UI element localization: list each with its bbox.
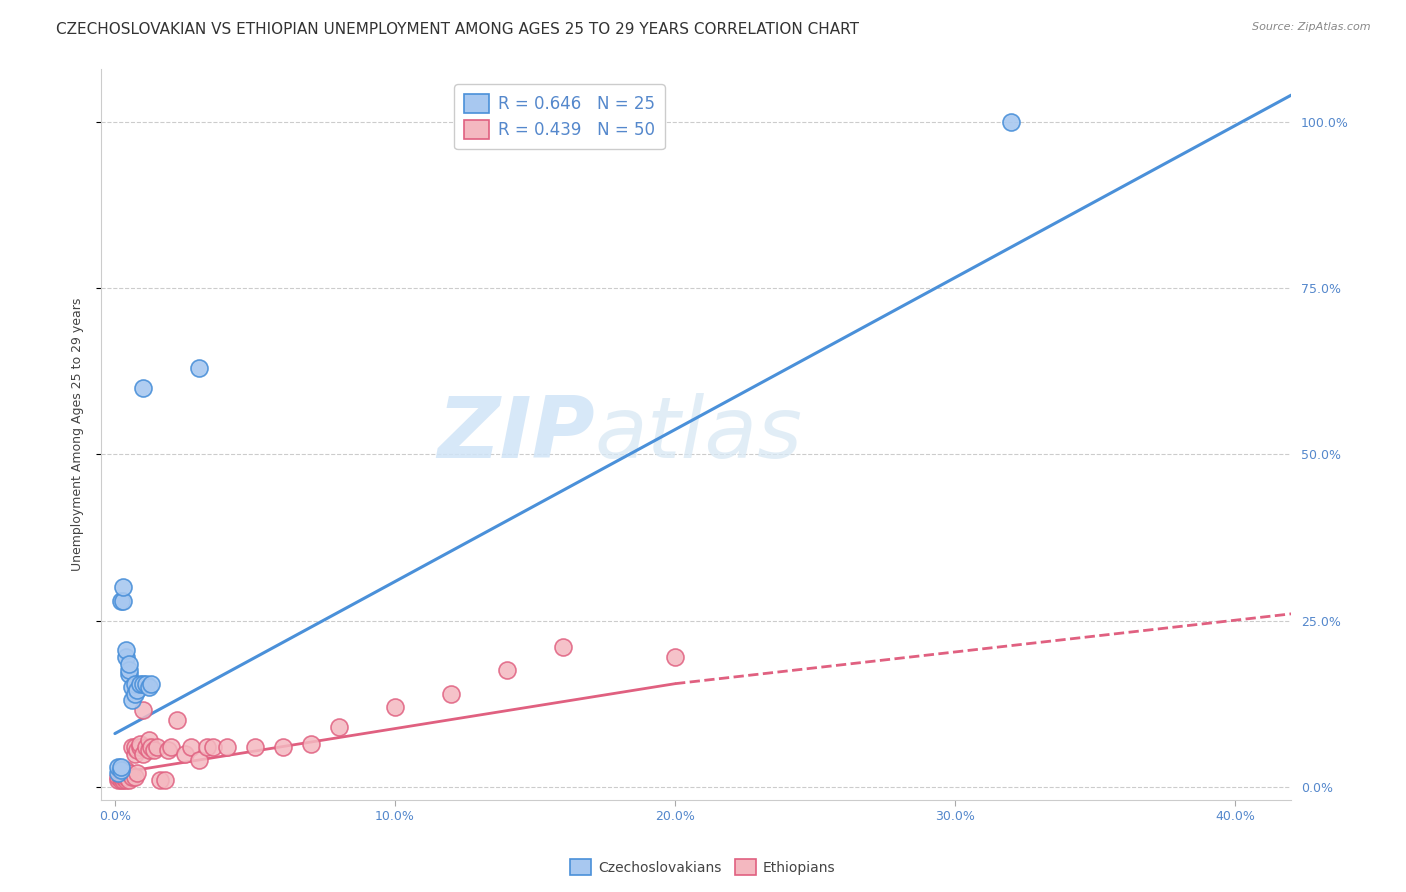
Point [138, 743, 160, 757]
Y-axis label: Unemployment Among Ages 25 to 29 years: Unemployment Among Ages 25 to 29 years [72, 298, 84, 571]
Legend: Czechoslovakians, Ethiopians: Czechoslovakians, Ethiopians [565, 854, 841, 880]
Point [138, 733, 160, 747]
Point [271, 739, 294, 754]
Point [146, 739, 169, 754]
Point [118, 657, 141, 671]
Point [155, 773, 177, 788]
Point [135, 739, 157, 754]
Point [141, 739, 163, 754]
Point [132, 703, 155, 717]
Point [115, 763, 138, 777]
Point [132, 676, 155, 690]
Point [112, 770, 135, 784]
Point [384, 700, 406, 714]
Point [129, 739, 152, 754]
Point [124, 687, 146, 701]
Point [110, 766, 132, 780]
Point [138, 680, 160, 694]
Point [107, 770, 129, 784]
Point [135, 676, 157, 690]
Point [121, 770, 143, 784]
Point [132, 381, 155, 395]
Point [110, 593, 132, 607]
Point [115, 773, 138, 788]
Point [110, 760, 132, 774]
Point [243, 739, 266, 754]
Point [129, 676, 152, 690]
Point [115, 643, 138, 657]
Point [118, 766, 141, 780]
Point [124, 676, 146, 690]
Point [129, 737, 152, 751]
Point [118, 773, 141, 788]
Text: CZECHOSLOVAKIAN VS ETHIOPIAN UNEMPLOYMENT AMONG AGES 25 TO 29 YEARS CORRELATION : CZECHOSLOVAKIAN VS ETHIOPIAN UNEMPLOYMEN… [56, 22, 859, 37]
Point [551, 640, 574, 654]
Point [187, 360, 209, 375]
Point [127, 766, 149, 780]
Point [187, 753, 209, 767]
Point [115, 650, 138, 665]
Point [440, 687, 463, 701]
Point [107, 760, 129, 774]
Point [110, 763, 132, 777]
Point [112, 593, 135, 607]
Point [107, 766, 129, 780]
Point [124, 739, 146, 754]
Point [132, 747, 155, 761]
Point [121, 693, 143, 707]
Point [121, 739, 143, 754]
Point [201, 739, 224, 754]
Point [112, 766, 135, 780]
Point [180, 739, 202, 754]
Point [215, 739, 238, 754]
Point [174, 747, 197, 761]
Point [160, 739, 183, 754]
Point [110, 770, 132, 784]
Point [299, 737, 322, 751]
Point [143, 743, 166, 757]
Text: atlas: atlas [595, 392, 803, 475]
Point [1000, 114, 1022, 128]
Point [127, 743, 149, 757]
Point [124, 770, 146, 784]
Point [124, 747, 146, 761]
Point [166, 713, 188, 727]
Legend: R = 0.646   N = 25, R = 0.439   N = 50: R = 0.646 N = 25, R = 0.439 N = 50 [454, 84, 665, 149]
Point [149, 773, 172, 788]
Point [328, 720, 350, 734]
Point [112, 773, 135, 788]
Point [127, 683, 149, 698]
Point [157, 743, 180, 757]
Point [115, 770, 138, 784]
Point [141, 676, 163, 690]
Point [118, 664, 141, 678]
Point [118, 666, 141, 681]
Point [112, 580, 135, 594]
Text: Source: ZipAtlas.com: Source: ZipAtlas.com [1253, 22, 1371, 32]
Point [110, 773, 132, 788]
Point [664, 650, 686, 665]
Point [121, 680, 143, 694]
Point [195, 739, 218, 754]
Point [107, 773, 129, 788]
Point [496, 664, 519, 678]
Text: ZIP: ZIP [437, 392, 595, 475]
